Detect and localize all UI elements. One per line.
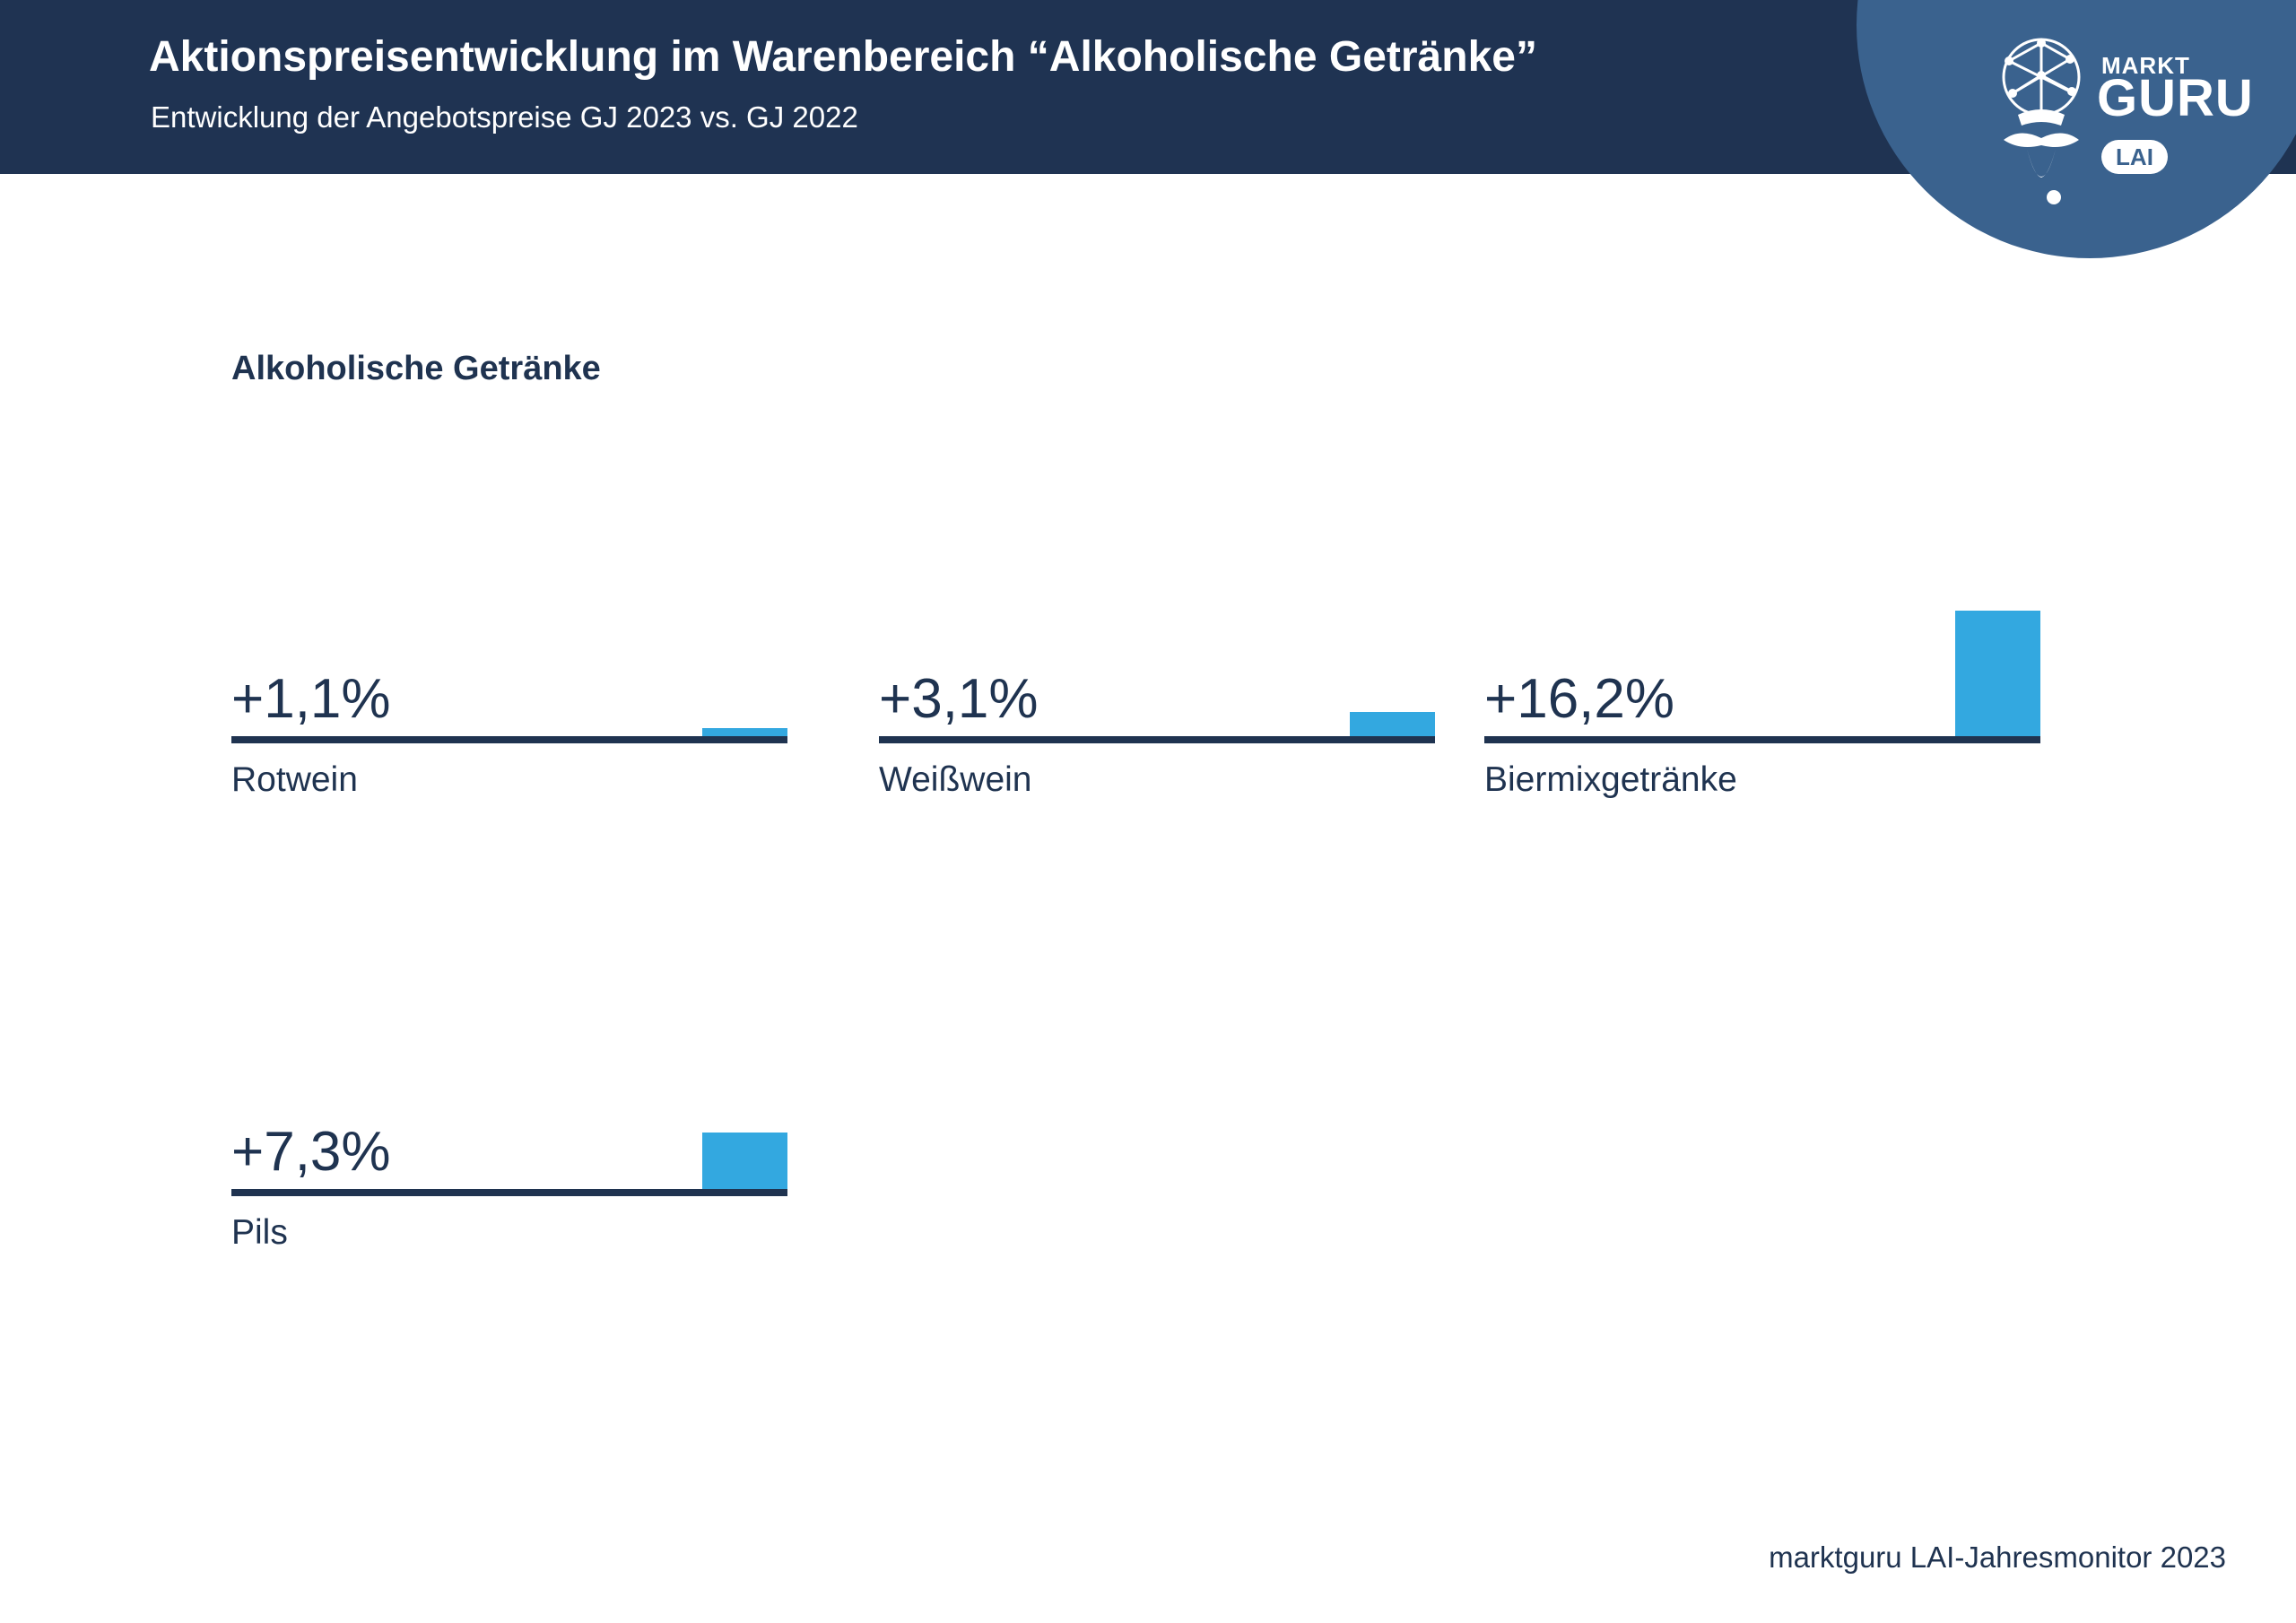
value-label-weisswein: +3,1% bbox=[879, 668, 1039, 730]
baseline-weisswein bbox=[879, 736, 1435, 743]
chart-cell-pils: +7,3% Pils bbox=[231, 1008, 787, 1250]
bar-rotwein bbox=[702, 727, 787, 736]
category-label-weisswein: Weißwein bbox=[879, 760, 1032, 799]
value-label-pils: +7,3% bbox=[231, 1121, 391, 1183]
logo-lai-badge: LAI bbox=[2101, 140, 2168, 174]
baseline-biermixgetraenke bbox=[1484, 736, 2040, 743]
page-subtitle: Entwicklung der Angebotspreise GJ 2023 v… bbox=[151, 100, 858, 134]
chart-cell-rotwein: +1,1% Rotwein bbox=[231, 555, 787, 797]
bar-weisswein bbox=[1350, 712, 1435, 736]
baseline-rotwein bbox=[231, 736, 787, 743]
chart-cell-biermixgetraenke: +16,2% Biermixgetränke bbox=[1484, 555, 2040, 797]
bar-biermixgetraenke bbox=[1955, 611, 2040, 736]
value-label-biermixgetraenke: +16,2% bbox=[1484, 668, 1675, 730]
source-footer: marktguru LAI-Jahresmonitor 2023 bbox=[1769, 1541, 2226, 1574]
category-label-rotwein: Rotwein bbox=[231, 760, 358, 799]
page-title: Aktionspreisentwicklung im Warenbereich … bbox=[149, 33, 1537, 81]
category-label-biermixgetraenke: Biermixgetränke bbox=[1484, 760, 1737, 799]
logo-guru-text: GURU bbox=[2097, 69, 2254, 127]
chart-title: Alkoholische Getränke bbox=[231, 350, 601, 387]
logo-markt-text: MARKT bbox=[2101, 52, 2190, 79]
bar-pils bbox=[702, 1132, 787, 1189]
baseline-pils bbox=[231, 1189, 787, 1196]
category-label-pils: Pils bbox=[231, 1213, 288, 1252]
value-label-rotwein: +1,1% bbox=[231, 668, 391, 730]
chart-cell-weisswein: +3,1% Weißwein bbox=[879, 555, 1435, 797]
guru-logo-icon bbox=[2002, 38, 2081, 204]
